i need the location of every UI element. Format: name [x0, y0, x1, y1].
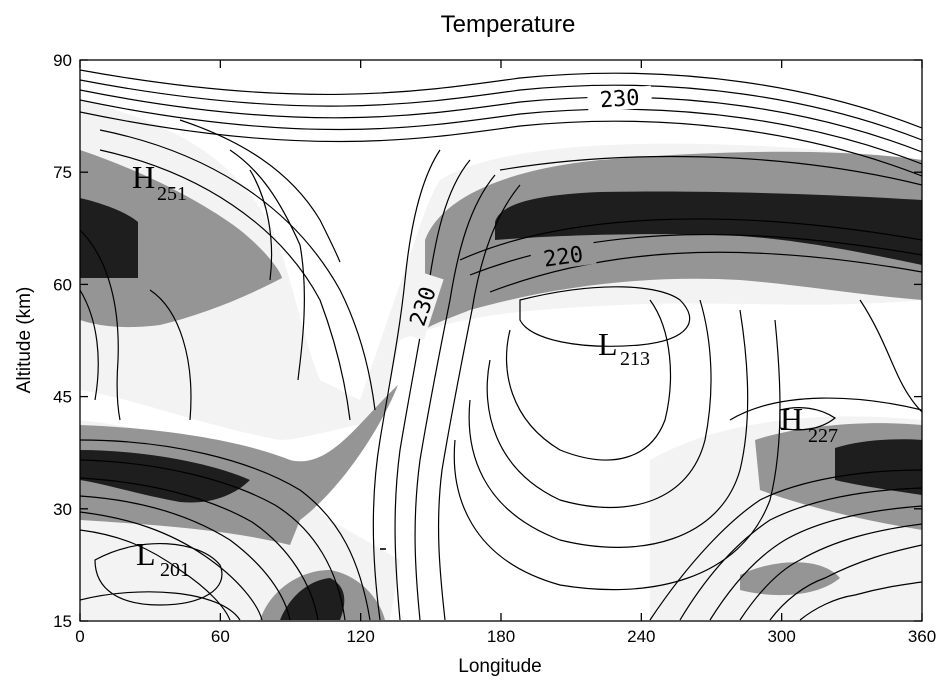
shade-dark-core-upper-right — [495, 191, 922, 265]
contour-line — [779, 407, 837, 431]
contour-line — [229, 149, 305, 381]
contour-line — [468, 309, 749, 548]
y-tick-label: 45 — [53, 388, 72, 407]
contour-line — [80, 529, 231, 621]
contour-line — [394, 159, 471, 621]
extremum-value: 213 — [620, 348, 650, 370]
chart-title: Temperature — [441, 11, 576, 38]
y-tick-label: 75 — [53, 163, 72, 182]
x-tick-label: 360 — [908, 627, 936, 646]
contour-line — [99, 129, 376, 411]
contour-line — [94, 543, 223, 606]
contour-line — [99, 149, 351, 421]
extremum-kind: L — [136, 536, 156, 572]
extremum-kind: H — [132, 159, 155, 195]
x-axis-title: Longitude — [458, 656, 541, 677]
extremum-kind: L — [598, 326, 618, 362]
contour-line — [80, 591, 241, 621]
contour-line — [80, 477, 319, 621]
contour-lines — [80, 69, 922, 621]
extremum-value: 251 — [157, 183, 187, 205]
y-tick-label: 30 — [53, 500, 72, 519]
contour-line — [80, 439, 371, 621]
contour-line — [799, 581, 922, 621]
contour-line — [469, 233, 922, 276]
contour-line — [80, 289, 99, 401]
extremum-marker: H 227 — [780, 401, 838, 447]
contour-line — [414, 174, 496, 621]
contour-label: 220 — [530, 241, 597, 273]
y-axis-title: Altitude (km) — [14, 287, 35, 394]
extremum-kind: H — [780, 401, 803, 437]
contour-line — [80, 495, 291, 621]
contour-line — [499, 155, 922, 186]
extremum-value: 227 — [808, 425, 838, 447]
contour-label-text: 220 — [542, 242, 585, 272]
contour-line — [649, 469, 922, 621]
extremum-marker: L 213 — [598, 326, 650, 370]
extremum-marker: H 251 — [132, 159, 187, 205]
x-tick-label: 180 — [487, 627, 515, 646]
contour-line — [149, 289, 192, 421]
shade-medium-band-upper-left — [80, 150, 282, 328]
extremum-value: 201 — [160, 559, 190, 581]
shade-dark-core-upper-left — [80, 198, 138, 278]
contour-line — [729, 397, 922, 421]
contour-line — [505, 299, 672, 461]
contour-line — [80, 459, 346, 621]
contour-line — [249, 169, 273, 281]
contour-line — [859, 299, 922, 413]
contour-line — [459, 218, 922, 261]
contour-line — [80, 511, 263, 621]
contour-line — [80, 99, 922, 165]
contour-line — [437, 184, 521, 621]
x-tick-label: 240 — [627, 627, 655, 646]
contour-line — [80, 111, 922, 177]
extrema-markers: H 251 L 213 H 227 L 201 — [132, 159, 838, 581]
x-axis: 0 60 120 180 240 300 360 — [75, 60, 936, 646]
contour-line — [519, 286, 691, 347]
contour-line — [739, 523, 922, 621]
y-axis: 15 30 45 60 75 90 — [53, 51, 922, 631]
contour-line — [486, 299, 712, 509]
contour-label: 230 — [586, 86, 653, 114]
x-tick-label: 300 — [767, 627, 795, 646]
contour-line — [80, 229, 121, 421]
plot-content: H 251 L 213 H 227 L 201 230 2 — [80, 69, 922, 621]
contour-line — [80, 89, 922, 153]
contour-line — [179, 119, 341, 263]
contour-line — [372, 149, 441, 621]
y-tick-label: 90 — [53, 51, 72, 70]
y-tick-label: 60 — [53, 275, 72, 294]
contour-line — [679, 487, 922, 621]
y-tick-label: 15 — [53, 612, 72, 631]
contour-label-text: 230 — [599, 86, 640, 114]
shade-dark-core-right — [835, 439, 922, 495]
shading-dark-regions — [80, 191, 922, 620]
contour-line — [489, 251, 922, 293]
contour-line — [80, 79, 922, 141]
extremum-marker: L 201 — [136, 536, 190, 581]
x-tick-label: 0 — [75, 627, 84, 646]
contour-line — [80, 69, 922, 129]
x-tick-label: 120 — [346, 627, 374, 646]
contour-line — [709, 505, 922, 621]
shade-medium-band-lower-left — [80, 385, 398, 545]
contour-line — [769, 544, 922, 621]
x-tick-label: 60 — [211, 627, 230, 646]
